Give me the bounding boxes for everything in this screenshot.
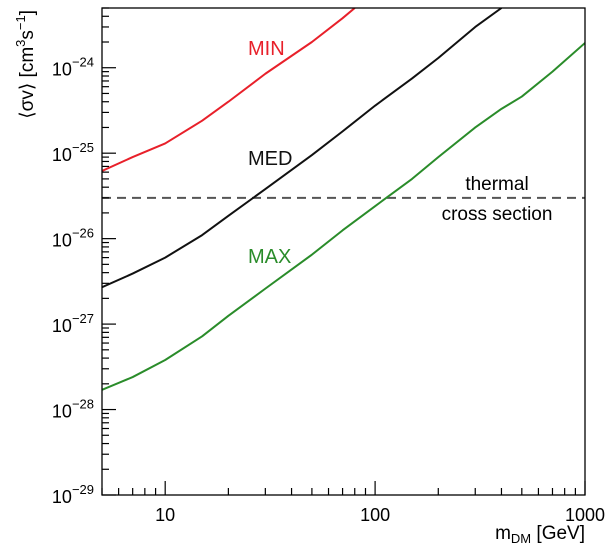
label-layer: 10 100 1000 10−29 10−28 10−27 10−26 10−25 10−24 M…: [52, 38, 605, 525]
series-label-min: MIN: [248, 38, 285, 60]
series-line-min: [102, 8, 356, 172]
y-tick-label: 10−24: [52, 55, 94, 80]
tick-layer: [101, 7, 586, 496]
y-tick-label: 10−28: [52, 397, 94, 422]
x-tick-label: 100: [360, 505, 390, 525]
series-layer: [102, 8, 585, 391]
reference-line-label-1: thermal: [465, 174, 528, 195]
y-tick-label: 10−25: [52, 140, 94, 165]
series-line-med: [102, 8, 503, 289]
y-tick-label: 10−27: [52, 311, 94, 336]
x-axis-title: mDM [GeV]: [495, 523, 585, 546]
series-label-med: MED: [248, 148, 292, 170]
y-tick-label: 10−29: [52, 482, 94, 507]
y-axis-title-sup1: 3: [13, 40, 28, 47]
series-line-max: [102, 42, 585, 391]
x-tick-label: 10: [155, 505, 175, 525]
y-tick-label: 10−26: [52, 226, 94, 251]
x-axis-title-sub: DM: [511, 531, 531, 546]
y-axis-title-sup2: −1: [13, 15, 28, 30]
x-tick-label: 1000: [565, 505, 605, 525]
reference-line-label-2: cross section: [442, 204, 553, 225]
series-label-max: MAX: [248, 246, 291, 268]
y-axis-title: ⟨σv⟩ [cm3s−1]: [13, 10, 38, 119]
